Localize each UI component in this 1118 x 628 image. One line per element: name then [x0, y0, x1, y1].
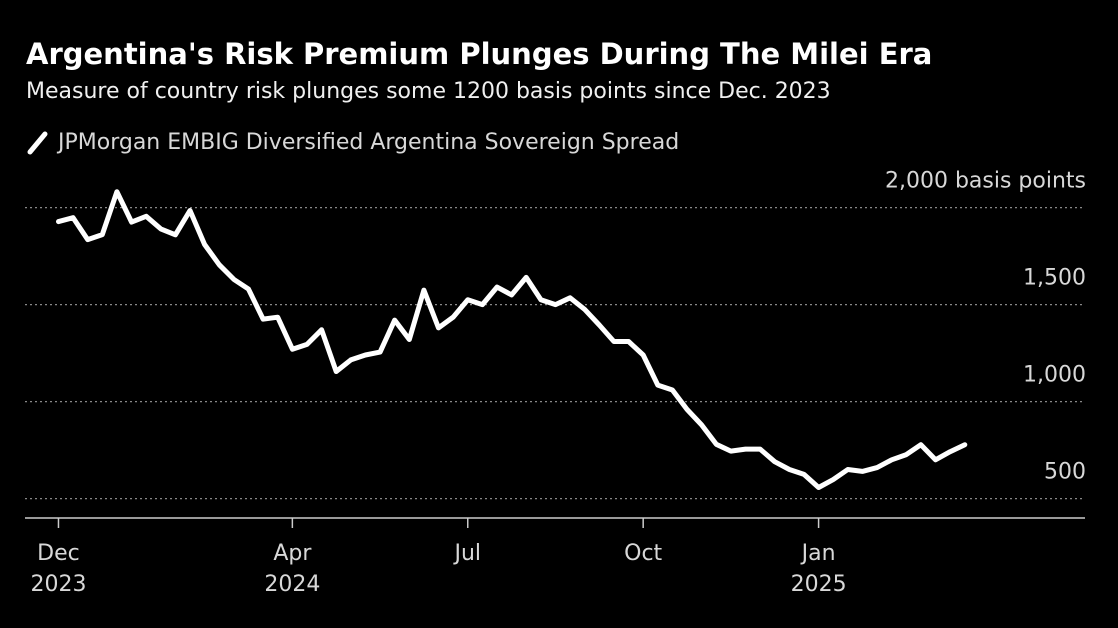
chart-subtitle: Measure of country risk plunges some 120…: [26, 79, 831, 104]
x-tick-label: 2023: [30, 572, 86, 597]
y-tick-label: 2,000 basis points: [885, 169, 1086, 194]
x-tick-label: Oct: [624, 541, 662, 566]
legend-label: JPMorgan EMBIG Diversified Argentina Sov…: [56, 130, 679, 155]
x-tick-label: 2025: [791, 572, 847, 597]
x-tick-label: Jul: [452, 541, 481, 566]
x-tick-label: 2024: [264, 572, 320, 597]
y-tick-label: 1,500: [1023, 266, 1086, 291]
y-tick-label: 1,000: [1023, 363, 1086, 388]
legend-swatch: [27, 131, 48, 155]
x-tick-label: Apr: [273, 541, 312, 566]
x-tick-label: Dec: [37, 541, 80, 566]
y-tick-label: 500: [1044, 460, 1086, 485]
series-line: [56, 189, 968, 490]
x-tick-label: Jan: [800, 541, 836, 566]
chart-title: Argentina's Risk Premium Plunges During …: [26, 37, 932, 71]
